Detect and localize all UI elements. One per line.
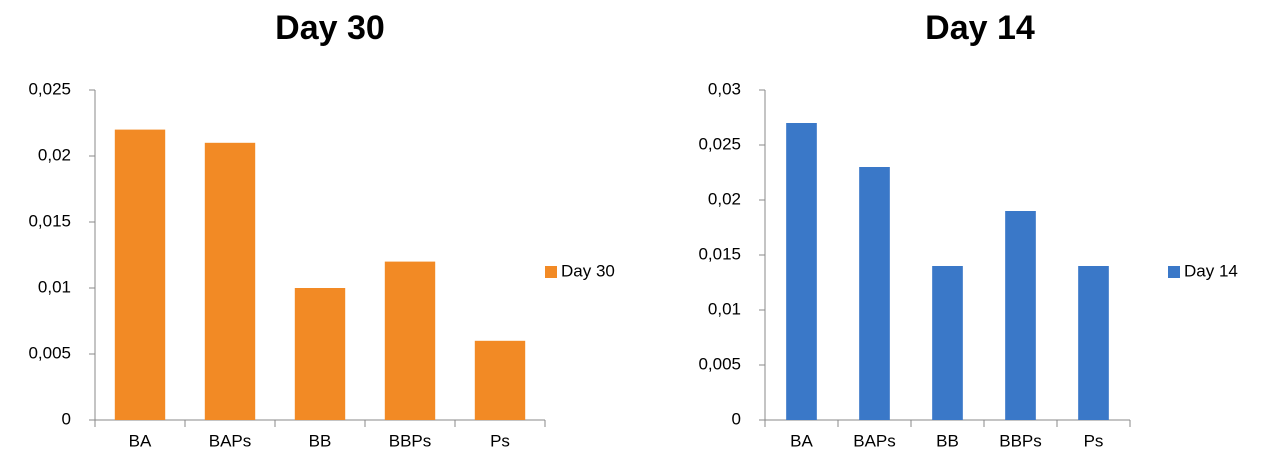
- legend-swatch: [1168, 266, 1180, 278]
- y-tick-label: 0,015: [698, 244, 741, 263]
- y-tick-label: 0: [62, 409, 71, 428]
- y-tick-label: 0,025: [698, 134, 741, 153]
- y-tick-label: 0,005: [28, 343, 71, 362]
- y-tick-label: 0,01: [38, 277, 71, 296]
- x-tick-label: BA: [790, 431, 813, 450]
- bar: [859, 167, 890, 420]
- x-tick-label: BBPs: [389, 431, 432, 450]
- legend-swatch: [545, 266, 557, 278]
- bar: [932, 266, 963, 420]
- y-tick-label: 0,02: [38, 145, 71, 164]
- bar: [294, 288, 346, 420]
- bar: [1005, 211, 1036, 420]
- x-tick-label: BB: [309, 431, 332, 450]
- y-tick-label: 0: [732, 409, 741, 428]
- bar: [474, 340, 526, 420]
- x-tick-label: Ps: [490, 431, 510, 450]
- x-tick-label: BAPs: [209, 431, 252, 450]
- x-tick-label: Ps: [1084, 431, 1104, 450]
- x-tick-label: BA: [129, 431, 152, 450]
- bar: [384, 261, 436, 420]
- bar: [114, 129, 166, 420]
- y-tick-label: 0,005: [698, 354, 741, 373]
- x-tick-label: BAPs: [853, 431, 896, 450]
- bar: [204, 142, 256, 421]
- y-tick-label: 0,01: [708, 299, 741, 318]
- y-tick-label: 0,025: [28, 79, 71, 98]
- bar: [786, 123, 817, 420]
- legend-label: Day 30: [561, 261, 615, 280]
- x-tick-label: BB: [936, 431, 959, 450]
- y-tick-label: 0,015: [28, 211, 71, 230]
- chart-title: Day 30: [275, 9, 385, 47]
- legend-label: Day 14: [1184, 261, 1238, 280]
- bar: [1078, 266, 1109, 420]
- chart-title: Day 14: [925, 9, 1035, 47]
- y-tick-label: 0,03: [708, 79, 741, 98]
- x-tick-label: BBPs: [999, 431, 1042, 450]
- y-tick-label: 0,02: [708, 189, 741, 208]
